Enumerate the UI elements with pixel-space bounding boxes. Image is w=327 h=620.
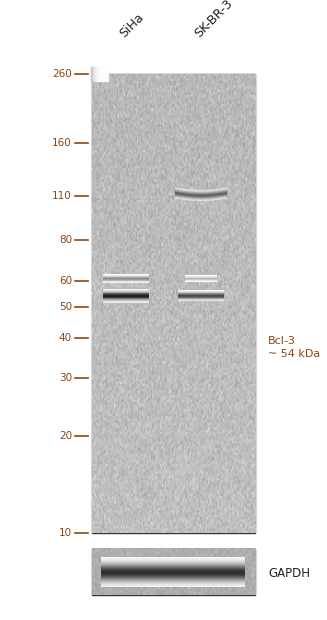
Text: 110: 110 [52, 190, 72, 200]
Polygon shape [101, 565, 245, 566]
Polygon shape [175, 198, 227, 201]
FancyBboxPatch shape [92, 74, 255, 533]
Polygon shape [175, 188, 227, 191]
Polygon shape [175, 197, 227, 200]
Polygon shape [101, 560, 245, 561]
Polygon shape [101, 572, 245, 573]
Text: SK-BR-3: SK-BR-3 [192, 0, 235, 40]
Text: 30: 30 [59, 373, 72, 384]
Polygon shape [175, 189, 227, 192]
Text: GAPDH: GAPDH [268, 567, 310, 580]
Polygon shape [175, 188, 227, 192]
Text: 160: 160 [52, 138, 72, 148]
Text: SiHa: SiHa [117, 11, 146, 40]
Polygon shape [175, 187, 227, 190]
Polygon shape [101, 568, 245, 569]
Polygon shape [101, 586, 245, 587]
Text: Bcl-3
~ 54 kDa: Bcl-3 ~ 54 kDa [268, 335, 320, 359]
Polygon shape [175, 193, 227, 196]
Text: 20: 20 [59, 431, 72, 441]
Text: 260: 260 [52, 69, 72, 79]
Polygon shape [101, 557, 245, 558]
Polygon shape [101, 578, 245, 579]
Polygon shape [175, 191, 227, 193]
Polygon shape [101, 575, 245, 576]
Polygon shape [101, 580, 245, 581]
Polygon shape [101, 579, 245, 580]
Polygon shape [101, 563, 245, 564]
Polygon shape [101, 576, 245, 577]
Polygon shape [175, 192, 227, 195]
Polygon shape [101, 566, 245, 567]
Text: 10: 10 [59, 528, 72, 538]
Polygon shape [175, 193, 227, 195]
Polygon shape [101, 561, 245, 562]
Polygon shape [101, 583, 245, 584]
Polygon shape [175, 192, 227, 194]
Polygon shape [175, 197, 227, 200]
Polygon shape [101, 559, 245, 560]
Polygon shape [175, 190, 227, 193]
Polygon shape [175, 195, 227, 198]
Polygon shape [175, 195, 227, 198]
Polygon shape [175, 195, 227, 197]
Polygon shape [101, 581, 245, 582]
Polygon shape [175, 193, 227, 196]
Polygon shape [175, 196, 227, 199]
Polygon shape [101, 577, 245, 578]
Polygon shape [101, 584, 245, 585]
Polygon shape [175, 190, 227, 192]
Polygon shape [101, 558, 245, 559]
Polygon shape [101, 562, 245, 563]
Polygon shape [101, 570, 245, 571]
Polygon shape [101, 571, 245, 572]
FancyBboxPatch shape [92, 549, 255, 595]
Text: 80: 80 [59, 236, 72, 246]
Polygon shape [175, 198, 227, 201]
Polygon shape [175, 189, 227, 192]
Polygon shape [101, 567, 245, 568]
Polygon shape [175, 194, 227, 197]
Polygon shape [101, 585, 245, 586]
Text: 60: 60 [59, 276, 72, 286]
Polygon shape [175, 197, 227, 200]
Polygon shape [175, 193, 227, 197]
Polygon shape [175, 195, 227, 198]
Polygon shape [175, 188, 227, 190]
Polygon shape [175, 190, 227, 193]
Polygon shape [101, 582, 245, 583]
Polygon shape [175, 197, 227, 199]
Polygon shape [101, 569, 245, 570]
Text: 40: 40 [59, 333, 72, 343]
Polygon shape [101, 564, 245, 565]
Polygon shape [175, 192, 227, 195]
Polygon shape [175, 191, 227, 194]
Text: 50: 50 [59, 301, 72, 312]
Polygon shape [101, 574, 245, 575]
Polygon shape [101, 573, 245, 574]
